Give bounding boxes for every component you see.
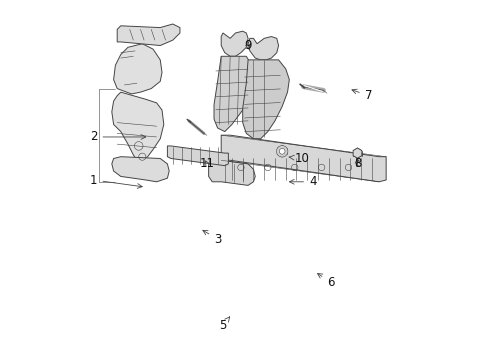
Polygon shape <box>112 157 169 182</box>
Polygon shape <box>214 56 253 132</box>
Text: 6: 6 <box>317 274 334 289</box>
Polygon shape <box>208 160 255 185</box>
Text: 9: 9 <box>244 39 251 52</box>
Text: 2: 2 <box>90 130 145 144</box>
Text: 4: 4 <box>289 175 316 188</box>
Polygon shape <box>112 92 163 160</box>
Polygon shape <box>167 146 228 166</box>
Polygon shape <box>117 24 180 45</box>
Polygon shape <box>221 135 386 182</box>
Polygon shape <box>221 31 247 56</box>
Polygon shape <box>242 60 289 139</box>
Text: 3: 3 <box>203 230 221 246</box>
Polygon shape <box>247 37 278 60</box>
Text: 1: 1 <box>90 174 142 188</box>
Polygon shape <box>113 44 162 94</box>
Text: 7: 7 <box>351 89 371 102</box>
Text: 10: 10 <box>288 152 309 165</box>
Text: 5: 5 <box>219 317 229 332</box>
Text: 11: 11 <box>199 157 214 170</box>
Circle shape <box>276 145 287 157</box>
Circle shape <box>279 148 285 154</box>
Text: 8: 8 <box>353 157 361 170</box>
Polygon shape <box>352 148 361 158</box>
